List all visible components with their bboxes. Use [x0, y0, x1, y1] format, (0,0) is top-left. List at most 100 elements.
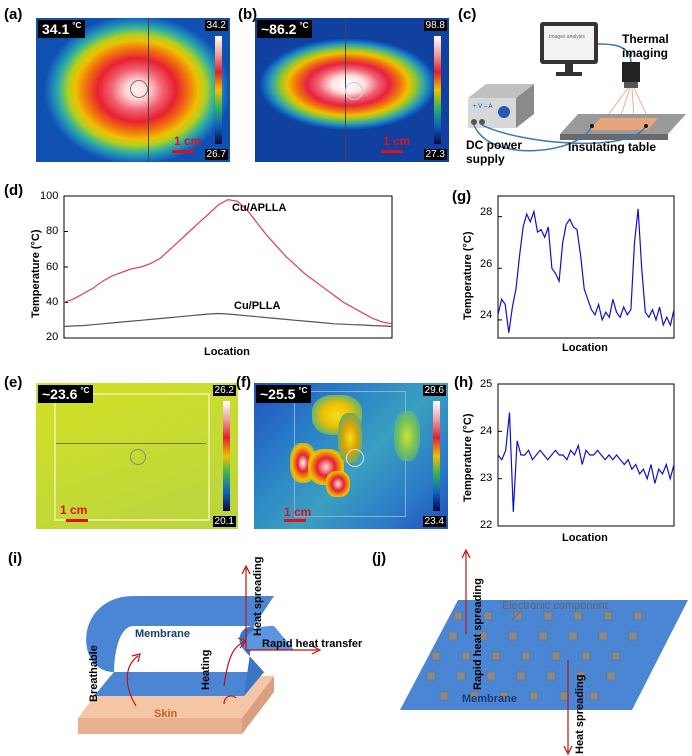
- temp-badge-b: ~86.2 °C: [257, 20, 313, 38]
- xlabel-d: Location: [204, 346, 250, 358]
- series-label-cu-aplla: Cu/APLLA: [232, 202, 287, 214]
- panel-label-i: (i): [8, 550, 23, 567]
- electronic-component: [426, 671, 436, 681]
- scale-bar-b: [381, 150, 403, 153]
- panel-label-a: (a): [4, 6, 23, 23]
- panel-label-b: (b): [238, 6, 258, 23]
- measure-marker: [130, 449, 146, 465]
- membrane-plate: [400, 600, 688, 710]
- breathable-label: Breathable: [88, 645, 100, 702]
- colorbar-min-a: 26.7: [204, 149, 228, 160]
- ytick-g: 26: [480, 258, 493, 270]
- thermal-imaging-label: Thermal imaging: [622, 32, 669, 60]
- rapid-heat-transfer-label: Rapid heat transfer: [262, 638, 363, 650]
- xlabel-h: Location: [562, 532, 608, 544]
- panel-label-f: (f): [236, 374, 251, 391]
- electronic-component: [516, 671, 526, 681]
- series-line-profile: [497, 208, 675, 333]
- rapid-heat-spreading-label: Rapid heat spreading: [472, 578, 484, 690]
- ytick-h: 22: [480, 519, 493, 531]
- membrane-label-j: Membrane: [462, 693, 518, 705]
- insulating-table-label: Insulating table: [568, 140, 657, 154]
- series-line-cu-aplla: [63, 198, 393, 325]
- electronic-component: [478, 631, 488, 641]
- electronic-component: [559, 691, 569, 701]
- electronic-component: [628, 631, 638, 641]
- colorbar-min-e: 20.1: [212, 516, 236, 527]
- ytick-g: 24: [480, 309, 493, 321]
- electronic-component: [546, 671, 556, 681]
- schematic-j: [400, 548, 688, 756]
- series-line-profile: [497, 412, 675, 512]
- panel-label-g: (g): [452, 188, 472, 205]
- ylabel-h: Temperature (°C): [462, 413, 474, 502]
- sample: [590, 118, 658, 130]
- colorbar-max-e: 26.2: [212, 385, 236, 396]
- temp-badge-a: 34.1 °C: [38, 20, 86, 38]
- electronic-component: [483, 611, 493, 621]
- heat-spreading-label-i: Heat spreading: [252, 556, 264, 636]
- schematic-i: [78, 564, 322, 734]
- ytick-d: 40: [46, 296, 59, 308]
- camera-body: [622, 62, 640, 82]
- scale-bar-a: [172, 150, 194, 153]
- ytick-h: 23: [480, 472, 493, 484]
- scale-label-a: 1 cm: [174, 134, 202, 148]
- colorbar-f: [433, 401, 440, 511]
- electronic-component: [521, 651, 531, 661]
- thermal-image-a: 34.1 °C 34.2 26.7 1 cm: [36, 18, 230, 162]
- scale-label-f: 1 cm: [284, 505, 312, 519]
- scale-bar-e: [66, 519, 88, 522]
- chart-d: [63, 195, 393, 339]
- colorbar-a: [215, 36, 222, 144]
- ylabel-g: Temperature (°C): [462, 231, 474, 320]
- electronic-component: [581, 651, 591, 661]
- ytick-h: 24: [480, 425, 493, 437]
- ytick-d: 60: [46, 261, 59, 273]
- series-line-cu-plla: [63, 312, 393, 328]
- xlabel-g: Location: [562, 342, 608, 354]
- skin-label: Skin: [154, 708, 178, 720]
- panel-label-j: (j): [372, 550, 387, 567]
- electronic-component: [491, 651, 501, 661]
- chart-h: [497, 383, 675, 527]
- colorbar-min-f: 23.4: [422, 516, 446, 527]
- scale-bar-f: [284, 519, 306, 522]
- electronic-component: [508, 631, 518, 641]
- scale-label-e: 1 cm: [60, 503, 88, 517]
- crosshair-line: [148, 18, 149, 162]
- colorbar-b: [434, 36, 441, 144]
- electronic-component: [513, 611, 523, 621]
- electronic-component: [439, 691, 449, 701]
- monitor-screen: [544, 26, 594, 60]
- electronic-component: [568, 631, 578, 641]
- electronic-component-label: Electronic component: [502, 600, 608, 612]
- heating-label: Heating: [200, 649, 212, 690]
- electronic-component: [606, 671, 616, 681]
- ytick-h: 25: [480, 378, 493, 390]
- measure-marker: [345, 82, 363, 100]
- electronic-component: [453, 611, 463, 621]
- electronic-component: [573, 611, 583, 621]
- sample-outline: [54, 393, 210, 521]
- electronic-component: [456, 671, 466, 681]
- thermal-image-f: ~25.5 °C 29.6 23.4 1 cm: [254, 383, 448, 529]
- electronic-component: [589, 691, 599, 701]
- membrane-layer: [94, 672, 264, 696]
- electronic-component: [603, 611, 613, 621]
- colorbar-e: [223, 401, 230, 511]
- electronic-component: [543, 611, 553, 621]
- power-display: + V – A: [473, 104, 493, 110]
- panel-label-d: (d): [4, 182, 24, 199]
- measure-marker: [130, 80, 148, 98]
- ytick-g: 28: [480, 206, 493, 218]
- panel-label-c: (c): [458, 6, 477, 23]
- hot-spot: [326, 471, 350, 497]
- electronic-component: [551, 651, 561, 661]
- ylabel-d: Temperature (°C): [30, 229, 42, 318]
- colorbar-max-f: 29.6: [422, 385, 446, 396]
- measure-marker: [346, 449, 364, 467]
- electronic-component: [576, 671, 586, 681]
- panel-label-h: (h): [454, 374, 474, 391]
- series-label-cu-plla: Cu/PLLA: [234, 300, 281, 312]
